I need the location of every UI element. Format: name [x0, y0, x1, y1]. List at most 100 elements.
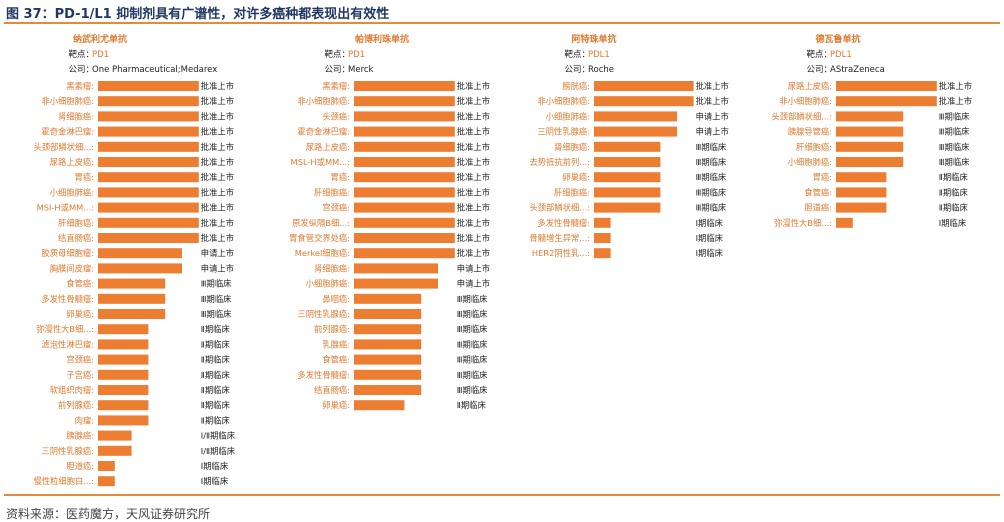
target-value: PDL1 — [830, 50, 852, 60]
bar — [354, 217, 455, 228]
category-label: 肉瘤: — [75, 415, 94, 425]
data-label: Ⅲ期临床 — [696, 203, 727, 213]
data-label: Ⅱ期临床 — [457, 400, 487, 410]
data-label: Ⅱ期临床 — [201, 370, 231, 380]
category-label: 鼻咽癌: — [322, 294, 350, 304]
category-label: 弥漫性大B细...: — [36, 324, 94, 334]
target-value: PDL1 — [588, 50, 610, 60]
data-label: Ⅱ期临床 — [939, 187, 969, 197]
bar — [98, 339, 149, 350]
target-label: 靶点： — [806, 49, 832, 60]
category-label: 胃食管交界处癌: — [289, 233, 350, 243]
category-label: 软组织肉瘤: — [50, 385, 94, 395]
category-label: 前列腺癌: — [314, 324, 350, 334]
data-label: 批准上市 — [201, 233, 234, 243]
data-label: 批准上市 — [457, 81, 490, 91]
bar — [98, 293, 166, 304]
category-label: 去势抵抗前列...: — [530, 157, 591, 167]
category-label: 小细胞肺癌: — [306, 279, 350, 289]
category-label: 胰腺癌: — [66, 431, 94, 441]
bar — [98, 324, 149, 335]
data-label: 批准上市 — [201, 157, 234, 167]
data-label: Ⅲ期临床 — [696, 172, 727, 182]
data-label: 批准上市 — [939, 81, 972, 91]
target-label: 靶点： — [68, 49, 94, 60]
bar — [98, 369, 149, 380]
category-label: 胃癌: — [75, 172, 94, 182]
bar — [354, 354, 422, 365]
data-label: Ⅲ期临床 — [457, 370, 488, 380]
category-label: 非小细胞肺癌: — [779, 96, 832, 106]
data-label: Ⅰ期临床 — [696, 218, 724, 228]
data-label: 批准上市 — [201, 96, 234, 106]
category-label: 子宫癌: — [66, 370, 94, 380]
data-label: Ⅲ期临床 — [457, 309, 488, 319]
data-label: 申请上市 — [201, 263, 234, 273]
company-value: Roche — [588, 65, 614, 75]
data-label: 批准上市 — [201, 81, 234, 91]
bar — [354, 172, 455, 183]
category-label: 尿路上皮癌: — [788, 81, 832, 91]
bar — [354, 141, 455, 152]
target-value: PD1 — [348, 50, 365, 60]
category-label: 头颈部鳞状细...: — [34, 142, 95, 152]
category-label: 结直肠癌: — [314, 385, 350, 395]
chart-title: 纳武利尤单抗 — [73, 33, 127, 45]
data-label: 批准上市 — [457, 218, 490, 228]
bar — [98, 217, 199, 228]
category-label: 滤泡性淋巴瘤: — [41, 339, 94, 349]
bar — [354, 111, 455, 122]
bar — [354, 157, 455, 167]
category-label: 宫颈癌: — [66, 355, 94, 365]
company-label: 公司： — [806, 65, 832, 75]
category-label: 食管癌: — [804, 187, 832, 197]
bar — [594, 187, 661, 198]
bar — [98, 278, 166, 289]
category-label: Merkel细胞癌: — [295, 248, 350, 258]
data-label: Ⅱ期临床 — [201, 355, 231, 365]
company-value: One Pharmaceutical;Medarex — [92, 65, 217, 75]
bar — [98, 415, 149, 426]
category-label: 宫颈癌: — [322, 203, 350, 213]
bar — [98, 476, 115, 487]
data-label: Ⅲ期临床 — [201, 279, 232, 289]
category-label: 肝细胞癌: — [796, 142, 832, 152]
data-label: 批准上市 — [457, 157, 490, 167]
bar — [354, 126, 455, 137]
data-label: 批准上市 — [457, 111, 490, 121]
category-label: 肝细胞癌: — [58, 218, 94, 228]
data-label: 批准上市 — [457, 187, 490, 197]
chart-title: 德瓦鲁单抗 — [815, 33, 860, 45]
data-label: Ⅰ期临床 — [939, 218, 967, 228]
category-label: 骨髓增生异常...: — [530, 233, 591, 243]
bar — [98, 430, 132, 441]
category-label: MSI-H或MM...: — [37, 203, 94, 213]
company-value: AStraZeneca — [830, 65, 885, 75]
bar — [594, 111, 677, 122]
chart-title: 阿特珠单抗 — [571, 33, 616, 45]
category-label: 肾细胞癌: — [554, 142, 590, 152]
bar — [98, 81, 199, 91]
bar — [836, 217, 853, 228]
bar — [594, 248, 611, 259]
bar — [354, 385, 422, 395]
data-label: Ⅰ期临床 — [201, 476, 229, 486]
bar — [594, 217, 611, 228]
data-label: Ⅲ期临床 — [939, 157, 970, 167]
data-label: Ⅰ期临床 — [696, 248, 724, 258]
company-label: 公司： — [324, 65, 350, 75]
category-label: HER2阴性乳...: — [532, 248, 590, 258]
bar — [594, 233, 611, 243]
category-label: 卵巢癌: — [322, 400, 350, 410]
bar — [354, 309, 422, 319]
category-label: 头颈癌: — [322, 111, 350, 121]
bar — [354, 369, 422, 380]
data-label: 申请上市 — [457, 263, 490, 273]
data-label: Ⅱ期临床 — [939, 172, 969, 182]
figure-title: 图 37：PD-1/L1 抑制剂具有广谱性，对许多癌种都表现出有效性 — [6, 7, 390, 22]
data-label: 批准上市 — [939, 96, 972, 106]
category-label: 黑素瘤: — [66, 81, 94, 91]
bar — [836, 81, 937, 91]
